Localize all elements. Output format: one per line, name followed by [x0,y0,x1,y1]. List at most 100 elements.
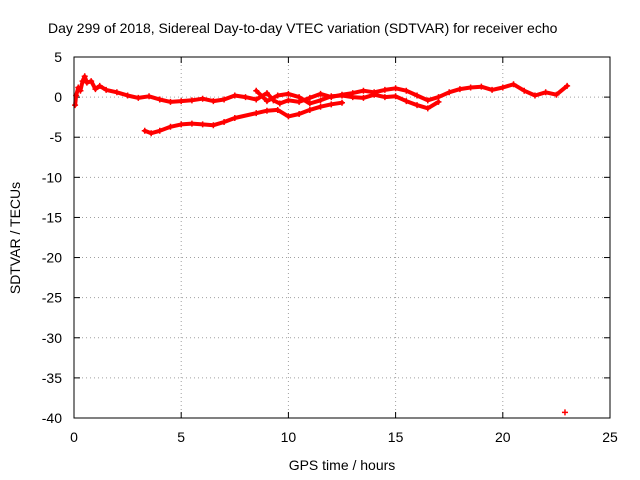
data-point [88,78,95,85]
data-series [72,73,571,109]
data-point [403,87,410,94]
data-point [263,90,270,97]
data-point [306,94,313,101]
plot-frame [73,56,611,419]
data-point [188,120,195,127]
data-point [446,89,453,96]
y-tick-label: -5 [50,129,63,145]
data-series [561,409,568,416]
data-point [199,121,206,128]
data-point [360,87,367,94]
data-point [274,92,281,99]
data-point [146,93,153,100]
data-point [141,127,148,134]
data-point [478,83,485,90]
data-point [253,96,260,103]
data-point [499,84,506,91]
x-tick-label: 25 [602,429,618,445]
y-tick-label: -25 [42,290,62,306]
data-point [72,102,79,109]
tick-layer [73,56,611,419]
y-tick-label: -30 [42,330,62,346]
data-point [113,89,120,96]
y-axis-label: SDTVAR / TECUs [7,182,23,294]
data-series [141,99,345,137]
data-point [75,84,82,91]
data-point [253,110,260,117]
data-point [79,78,86,85]
data-point [553,91,560,98]
data-point [317,97,324,104]
data-point [199,95,206,102]
data-point [221,118,228,125]
data-point [339,99,345,106]
data-point [210,122,217,129]
series-trace [142,100,344,136]
y-tick-label: -20 [42,250,62,266]
y-tick-label: -40 [42,410,62,426]
data-point [276,100,283,107]
data-point [263,107,270,114]
data-point [242,94,249,101]
x-tick-label: 0 [70,429,78,445]
data-point [231,114,238,121]
data-point [381,86,388,93]
y-tick-label: -10 [42,169,62,185]
data-point [339,92,345,99]
data-point [467,84,474,91]
data-point [167,98,174,105]
data-point [564,82,571,89]
x-axis-label: GPS time / hours [289,457,396,473]
data-point [263,98,270,105]
data-point [371,91,378,98]
data-point [349,94,356,101]
data-point [360,94,367,101]
data-point [306,100,313,107]
data-point [381,94,388,101]
data-point [521,87,528,94]
data-point [178,98,185,105]
data-point [231,92,238,99]
data-point [424,97,431,104]
data-point [403,98,410,105]
data-point [221,96,228,103]
data-point [167,123,174,130]
data-point [414,92,421,99]
chart-title: Day 299 of 2018, Sidereal Day-to-day VTE… [48,20,558,36]
y-tick-label: -35 [42,370,62,386]
data-point [274,106,281,113]
data-point [83,79,90,86]
data-point [103,86,110,93]
x-tick-label: 10 [281,429,297,445]
data-point [489,86,496,93]
x-tick-label: 20 [495,429,511,445]
data-point [392,93,399,100]
x-tick-label: 5 [177,429,185,445]
data-point [510,81,517,88]
data-point [328,101,335,108]
grid-layer [74,57,610,418]
data-point [317,90,324,97]
data-point [156,127,163,134]
data-point [542,89,549,96]
data-point [77,87,84,94]
y-tick-labels: 5 0 -5 -10 -15 -20 -25 -30 -35 -40 [42,49,62,426]
data-point [210,98,217,105]
data-layer [72,73,571,416]
data-point [156,96,163,103]
data-point [285,97,292,104]
data-point [306,106,313,113]
x-tick-labels: 0 5 10 15 20 25 [70,429,618,445]
data-point [328,93,335,100]
data-point [135,94,142,101]
data-point [81,73,88,80]
y-tick-label: 5 [54,49,62,65]
data-point [285,90,292,97]
data-point [124,92,131,99]
data-point [531,92,538,99]
data-series [253,87,442,112]
x-tick-label: 15 [388,429,404,445]
data-point [253,87,260,94]
data-point [96,82,103,89]
